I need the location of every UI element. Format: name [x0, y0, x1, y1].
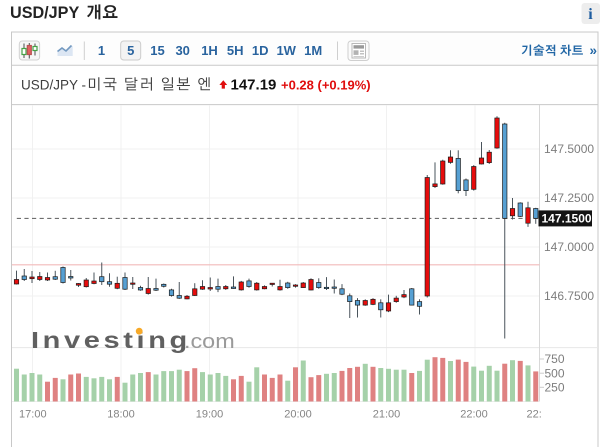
svg-text:5H: 5H [227, 43, 244, 58]
svg-text:.com: .com [184, 329, 235, 352]
svg-text:500: 500 [545, 366, 565, 380]
svg-text:147.5000: 147.5000 [544, 142, 594, 156]
svg-text:»: » [590, 43, 598, 58]
svg-text:USD/JPY -: USD/JPY - [21, 77, 86, 92]
svg-text:30: 30 [175, 43, 189, 58]
svg-text:17:00: 17:00 [19, 409, 47, 421]
svg-text:147.1500: 147.1500 [542, 212, 592, 226]
svg-text:19:00: 19:00 [196, 409, 224, 421]
svg-text:250: 250 [545, 381, 565, 395]
svg-text:1H: 1H [201, 43, 218, 58]
svg-text:146.7500: 146.7500 [544, 289, 594, 303]
svg-text:15: 15 [150, 43, 164, 58]
svg-text:18:00: 18:00 [107, 409, 135, 421]
svg-text:21:00: 21:00 [373, 409, 401, 421]
svg-text:147.19: 147.19 [231, 77, 277, 94]
svg-text:1M: 1M [304, 43, 322, 58]
svg-text:5: 5 [127, 43, 134, 58]
svg-text:20:00: 20:00 [284, 409, 312, 421]
svg-text:+0.28 (+0.19%): +0.28 (+0.19%) [281, 77, 371, 92]
svg-text:22:: 22: [527, 409, 542, 421]
svg-text:Investing: Investing [31, 327, 191, 354]
svg-text:750: 750 [545, 352, 565, 366]
svg-text:1: 1 [98, 43, 105, 58]
svg-text:USD/JPY: USD/JPY [10, 4, 79, 22]
svg-text:147.0000: 147.0000 [544, 240, 594, 254]
svg-text:1D: 1D [252, 43, 269, 58]
svg-text:1W: 1W [276, 43, 296, 58]
svg-text:147.2500: 147.2500 [544, 191, 594, 205]
svg-text:22:00: 22:00 [460, 409, 488, 421]
svg-text:i: i [588, 6, 593, 23]
